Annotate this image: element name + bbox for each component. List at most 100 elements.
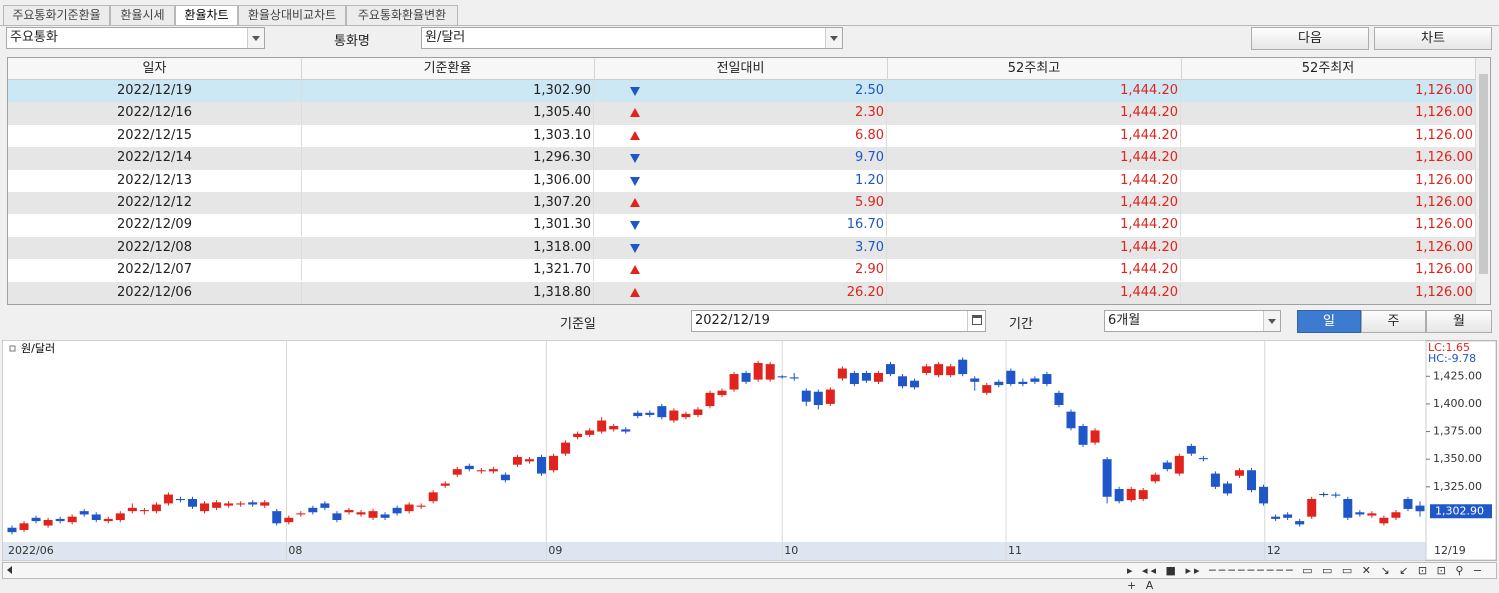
candle-body (1162, 462, 1172, 470)
candle-body (1271, 516, 1281, 519)
candle-body (717, 390, 727, 396)
candle-body (1331, 494, 1341, 496)
table-row[interactable]: 2022/12/15 1,303.10 6.80 1,444.20 1,126.00 (8, 124, 1475, 148)
x-tick-label: 11 (1008, 544, 1022, 557)
change-arrow (630, 87, 640, 96)
y-tick-label: 1,350.00 (1433, 452, 1482, 465)
candle-body (284, 517, 294, 523)
candle-body (512, 456, 522, 465)
low-cell: 1,126.00 (1415, 105, 1473, 121)
table-row[interactable]: 2022/12/12 1,307.20 5.90 1,444.20 1,126.00 (8, 192, 1475, 215)
low-cell: 1,126.00 (1415, 217, 1473, 233)
period-button[interactable]: 주 (1361, 310, 1426, 333)
table-row[interactable]: 2022/12/08 1,318.00 3.70 1,444.20 1,126.00 (8, 236, 1475, 260)
tab[interactable]: 주요통화기준환율 (3, 5, 110, 25)
calendar-icon[interactable] (967, 311, 985, 331)
chart-title: 원/달러 (21, 342, 55, 355)
candle-body (1415, 505, 1425, 512)
candle-body (994, 381, 1004, 386)
candle-body (188, 498, 198, 507)
period-button[interactable]: 월 (1426, 310, 1492, 333)
candle-body (524, 459, 534, 462)
scroll-left[interactable] (7, 566, 12, 574)
scrollbar[interactable] (1475, 58, 1490, 304)
candle-body (392, 507, 402, 514)
x-tick-label: 08 (288, 544, 302, 557)
tab[interactable]: 주요통화환율변환 (346, 5, 458, 25)
group-select[interactable]: 주요통화 (6, 27, 265, 49)
scroll-thumb[interactable] (1479, 74, 1488, 274)
candle-body (1114, 489, 1124, 502)
tab[interactable]: 환율시세 (110, 5, 175, 25)
table-row[interactable]: 2022/12/07 1,321.70 2.90 1,444.20 1,126.00 (8, 259, 1475, 282)
high-cell: 1,444.20 (887, 124, 1181, 147)
table-row[interactable]: 2022/12/14 1,296.30 9.70 1,444.20 1,126.00 (8, 147, 1475, 170)
low-cell: 1,126.00 (1415, 150, 1473, 166)
candle-body (476, 470, 486, 472)
tab[interactable]: 환율차트 (175, 5, 238, 26)
period-button[interactable]: 일 (1297, 310, 1361, 333)
candle-body (849, 372, 859, 385)
change-cell: 5.90 (594, 192, 887, 214)
table-row[interactable]: 2022/12/13 1,306.00 1.20 1,444.20 1,126.00 (8, 169, 1475, 192)
rate-cell: 1,318.80 (301, 281, 594, 304)
candle-body (1150, 474, 1160, 482)
rate-cell: 1,303.10 (301, 124, 594, 147)
table-row[interactable]: 2022/12/09 1,301.30 16.70 1,444.20 1,126.00 (8, 214, 1475, 237)
change-arrow (630, 154, 640, 164)
candle-body (1090, 430, 1100, 443)
candle-body (1391, 512, 1401, 518)
candle-body (898, 376, 908, 387)
candle-body (91, 514, 101, 520)
candle-body (79, 511, 89, 515)
tab[interactable]: 환율상대비교차트 (238, 5, 346, 25)
candle-body (910, 380, 920, 388)
period-select[interactable]: 6개월 (1104, 310, 1281, 332)
candle-body (982, 385, 992, 393)
high-cell: 1,444.20 (887, 281, 1181, 304)
chart-tools[interactable]: ▸ ◂◂ ■ ▸▸ ───────── ▭ ▭ ▭ ✕ ↘ ↙ ⊡ ⊡ ⚲ − … (1127, 564, 1486, 592)
date-cell: 2022/12/14 (8, 147, 302, 170)
indicator: HC:-9.78 (1428, 352, 1476, 365)
candle-body (765, 364, 775, 380)
low-cell: 1,126.00 (1415, 83, 1473, 98)
table-row[interactable]: 2022/12/16 1,305.40 2.30 1,444.20 1,126.00 (8, 102, 1475, 125)
candle-body (1259, 486, 1269, 504)
candle-body (115, 513, 125, 520)
candle-body (597, 420, 607, 432)
candle-body (1198, 458, 1208, 460)
candle-body (825, 389, 835, 404)
date-input[interactable]: 2022/12/19 (691, 310, 986, 332)
candle-body (296, 513, 306, 515)
candle-body (127, 507, 137, 512)
rate-cell: 1,321.70 (301, 259, 594, 282)
candle-body (1307, 498, 1317, 517)
date-cell: 2022/12/12 (8, 192, 302, 214)
candle-body (139, 510, 149, 512)
candle-body (922, 366, 932, 373)
low-cell: 1,126.00 (1415, 195, 1473, 210)
date-cell: 2022/12/09 (8, 214, 302, 237)
next-button[interactable]: 다음 (1251, 27, 1369, 50)
candle-body (1186, 445, 1196, 454)
table-row[interactable]: 2022/12/19 1,302.90 2.50 1,444.20 1,126.00 (8, 80, 1475, 103)
candle-body (753, 363, 763, 380)
candle-body (320, 503, 330, 508)
candle-body (946, 366, 956, 376)
candle-body (7, 527, 17, 533)
candle-body (452, 469, 462, 475)
low-cell: 1,126.00 (1415, 284, 1473, 300)
candle-body (67, 516, 77, 523)
change-cell: 2.90 (594, 259, 887, 282)
chart-scroll[interactable]: ▸ ◂◂ ■ ▸▸ ───────── ▭ ▭ ▭ ✕ ↘ ↙ ⊡ ⊡ ⚲ − … (2, 562, 1497, 592)
chart-button[interactable]: 차트 (1374, 27, 1492, 50)
change-cell: 2.50 (594, 80, 887, 102)
header-cell: 기준환율 (301, 58, 595, 80)
table-row[interactable]: 2022/12/06 1,318.80 26.20 1,444.20 1,126.00 (8, 281, 1475, 304)
tab-rule (0, 25, 1499, 26)
candle-body (500, 474, 510, 481)
indicator: LC:1.65 (1428, 341, 1470, 354)
currency-select[interactable]: 원/달러 (421, 27, 843, 49)
candle-body (163, 494, 173, 504)
